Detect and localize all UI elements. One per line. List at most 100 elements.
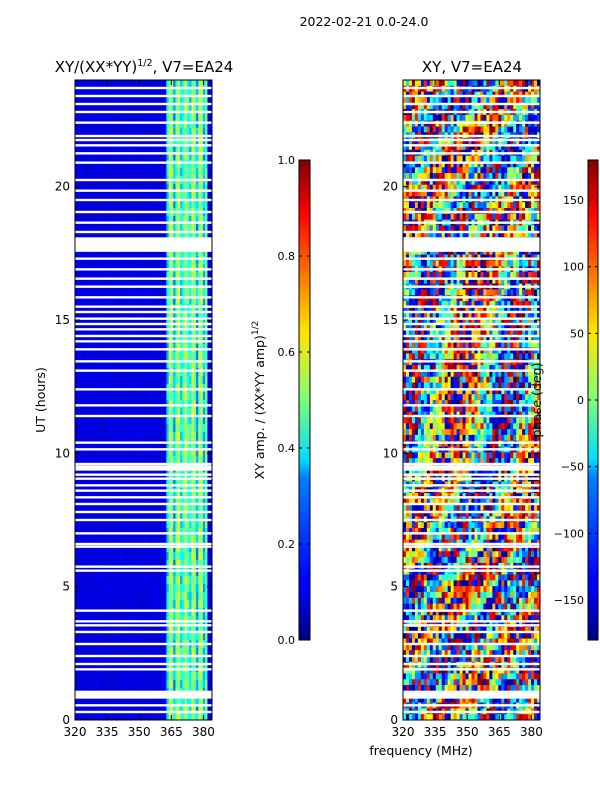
amplitude-cell xyxy=(168,192,172,201)
amplitude-cell xyxy=(90,440,94,449)
amplitude-cell xyxy=(184,96,188,105)
amplitude-cell xyxy=(189,312,193,321)
amplitude-cell xyxy=(184,376,188,385)
amplitude-cell xyxy=(132,368,135,377)
amplitude-cell xyxy=(157,128,161,137)
amplitude-cell xyxy=(152,592,156,601)
amplitude-cell xyxy=(120,560,124,569)
amplitude-cell xyxy=(150,120,154,129)
amplitude-cell xyxy=(97,272,101,281)
amplitude-cell xyxy=(102,408,106,417)
amplitude-cell xyxy=(102,248,106,257)
amplitude-cell xyxy=(202,600,206,609)
amplitude-cell xyxy=(106,352,110,361)
amplitude-cell xyxy=(145,656,149,665)
amplitude-cell xyxy=(109,632,113,641)
amplitude-cell xyxy=(136,152,140,161)
amplitude-cell xyxy=(134,184,138,193)
amplitude-cell xyxy=(111,576,115,585)
amplitude-cell xyxy=(207,440,211,449)
amplitude-cell xyxy=(150,568,154,577)
amplitude-cell xyxy=(125,288,129,297)
amplitude-cell xyxy=(93,448,97,457)
phase-cell xyxy=(435,80,440,87)
amplitude-cell xyxy=(148,288,151,297)
amplitude-cell xyxy=(116,592,119,601)
amplitude-cell xyxy=(157,360,161,369)
amplitude-cell xyxy=(164,376,167,385)
amplitude-cell xyxy=(182,648,186,657)
amplitude-cell xyxy=(77,96,81,105)
amplitude-cell xyxy=(161,200,165,209)
amplitude-cell xyxy=(148,608,151,617)
amplitude-cell xyxy=(125,360,129,369)
amplitude-cell xyxy=(97,144,101,153)
amplitude-cell xyxy=(209,200,212,209)
amplitude-cell xyxy=(125,448,129,457)
amplitude-cell xyxy=(120,216,124,225)
amplitude-cell xyxy=(200,704,204,713)
amplitude-cell xyxy=(104,296,108,305)
amplitude-cell xyxy=(116,648,119,657)
amplitude-cell xyxy=(75,632,78,641)
amplitude-cell xyxy=(202,504,206,513)
amplitude-cell xyxy=(193,448,197,457)
amplitude-y-axis-label: UT (hours) xyxy=(33,367,48,433)
amplitude-cell xyxy=(168,552,172,561)
amplitude-cell xyxy=(148,120,151,129)
amplitude-cell xyxy=(196,488,199,497)
amplitude-cell xyxy=(93,144,97,153)
amplitude-cell xyxy=(191,672,195,681)
amplitude-cell xyxy=(154,256,158,265)
amplitude-cell xyxy=(111,352,115,361)
amplitude-cell xyxy=(173,568,177,577)
amplitude-cell xyxy=(104,448,108,457)
amplitude-cell xyxy=(196,360,199,369)
amplitude-cell xyxy=(116,512,119,521)
amplitude-cell xyxy=(102,472,106,481)
amplitude-cell xyxy=(170,160,174,169)
amplitude-cell xyxy=(102,696,106,705)
amplitude-cell xyxy=(148,632,151,641)
amplitude-cell xyxy=(186,488,190,497)
amplitude-cell xyxy=(84,376,88,385)
amplitude-cell xyxy=(116,456,119,465)
amplitude-cell xyxy=(127,712,131,720)
amplitude-cell xyxy=(129,192,133,201)
amplitude-cell xyxy=(161,304,165,313)
amplitude-cell xyxy=(143,128,147,137)
amplitude-cell xyxy=(93,496,97,505)
amplitude-cell xyxy=(164,512,167,521)
amplitude-cell xyxy=(102,456,106,465)
amplitude-cell xyxy=(138,272,142,281)
amplitude-cell xyxy=(173,696,177,705)
amplitude-cell xyxy=(118,624,122,633)
amplitude-cell xyxy=(177,288,181,297)
amplitude-cell xyxy=(207,192,211,201)
amplitude-cell xyxy=(127,80,131,89)
amplitude-cell xyxy=(75,192,78,201)
amplitude-cell xyxy=(154,448,158,457)
amplitude-cell xyxy=(79,560,83,569)
amplitude-cell xyxy=(84,656,88,665)
amplitude-cell xyxy=(104,544,108,553)
amplitude-cell xyxy=(200,192,204,201)
amplitude-cell xyxy=(100,312,103,321)
amplitude-cell xyxy=(109,224,113,233)
amplitude-cell xyxy=(125,200,129,209)
amplitude-cell xyxy=(205,80,209,89)
amplitude-cell xyxy=(196,584,199,593)
amplitude-cell xyxy=(122,272,126,281)
amplitude-cell xyxy=(120,496,124,505)
amplitude-cell xyxy=(196,280,199,289)
amplitude-cell xyxy=(113,184,117,193)
amplitude-cell xyxy=(143,576,147,585)
amplitude-cell xyxy=(122,488,126,497)
amplitude-cell xyxy=(164,160,167,169)
amplitude-cell xyxy=(136,568,140,577)
amplitude-cell xyxy=(205,544,209,553)
amplitude-cell xyxy=(104,504,108,513)
amplitude-cell xyxy=(95,128,99,137)
amplitude-cell xyxy=(122,216,126,225)
amplitude-cell xyxy=(79,440,83,449)
